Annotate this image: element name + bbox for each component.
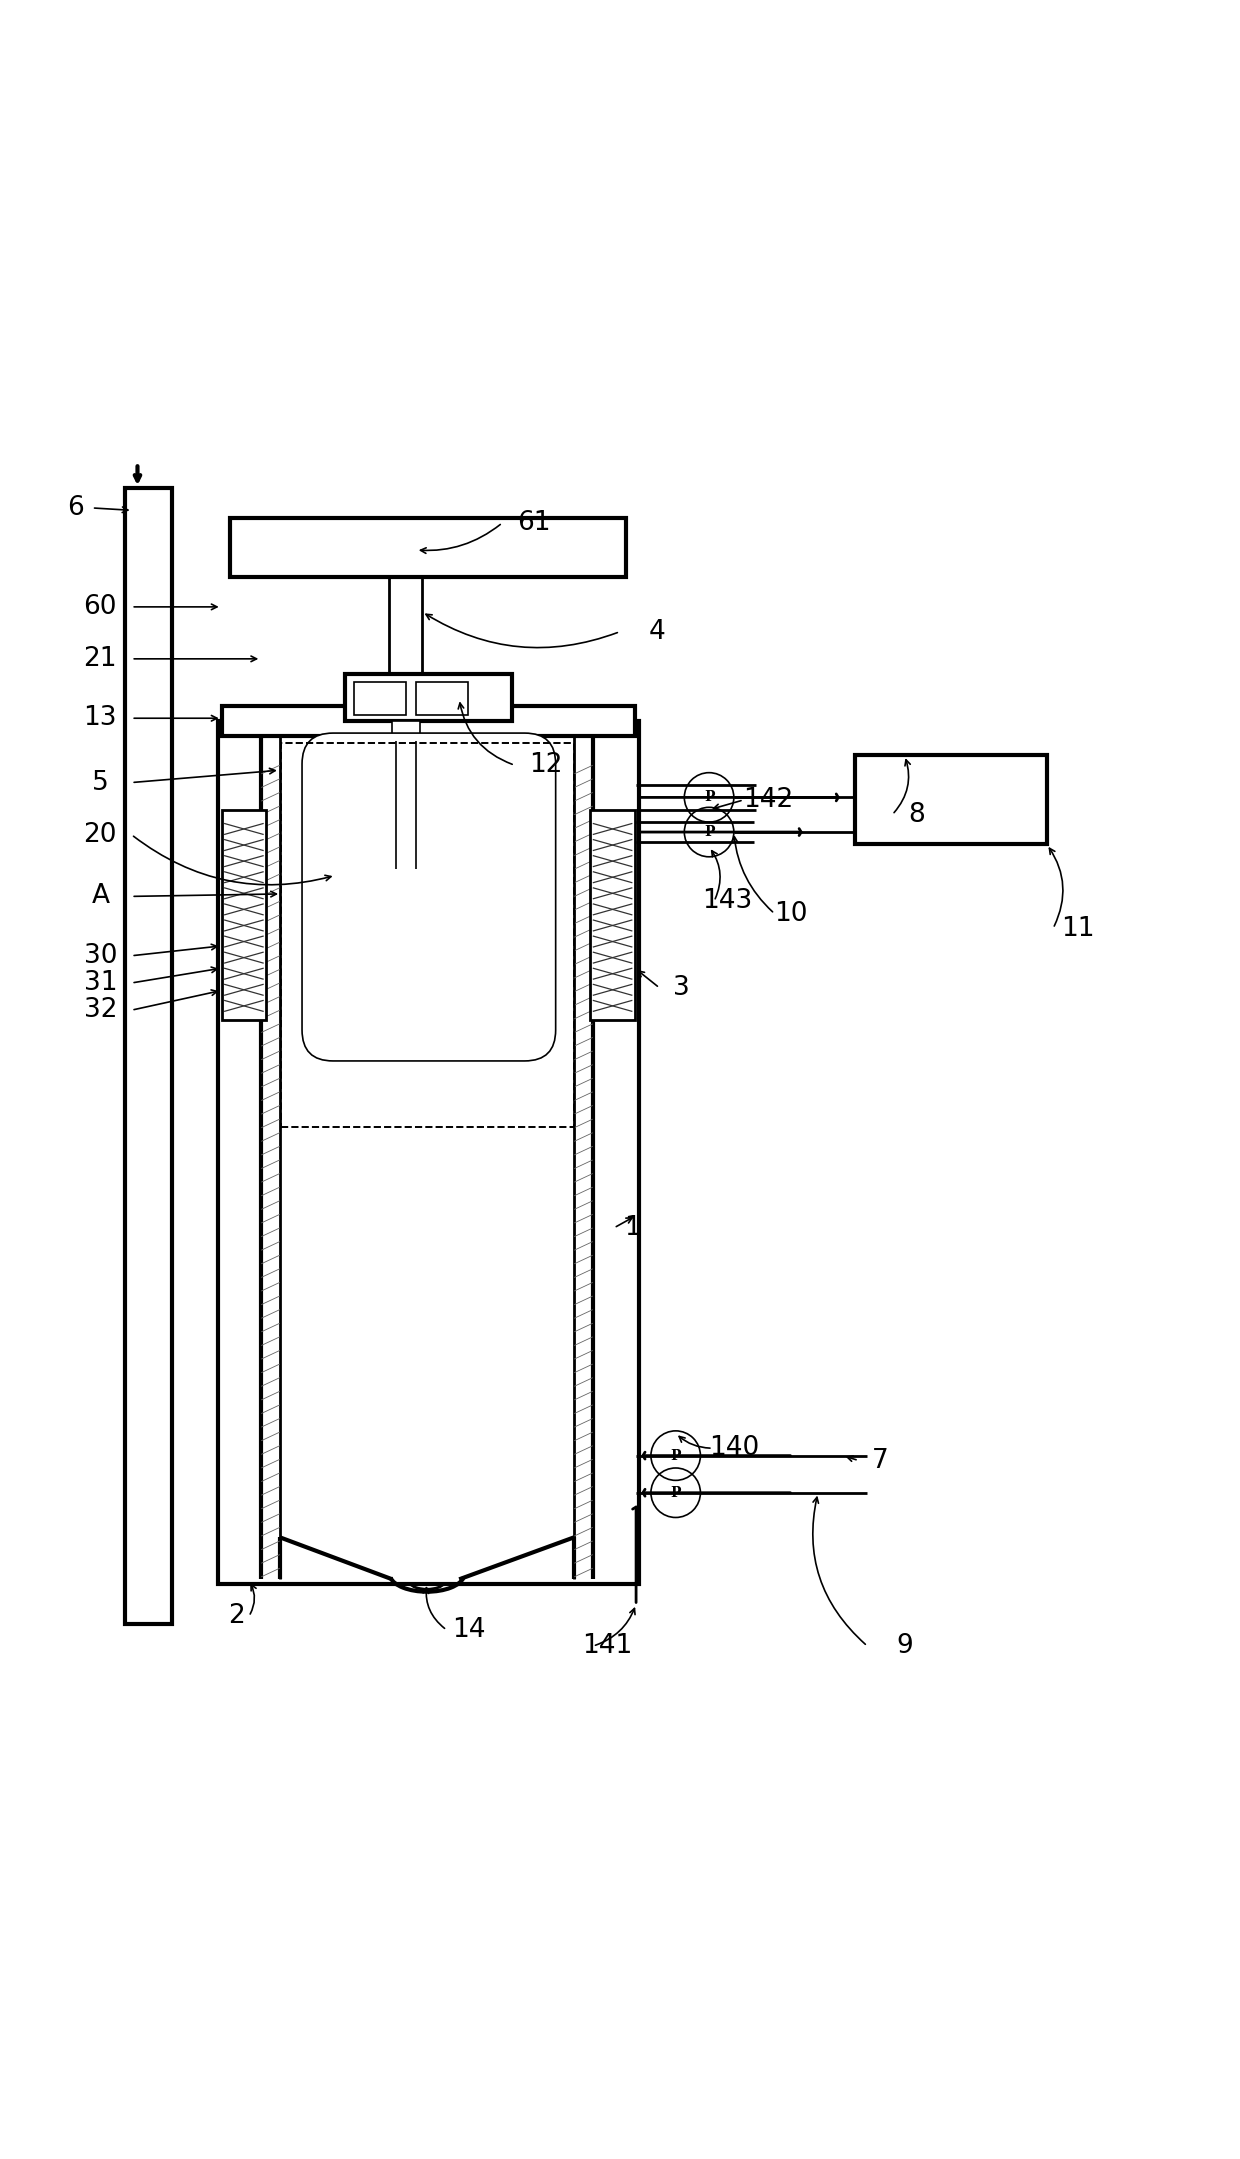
Bar <box>415 682 467 715</box>
Text: 6: 6 <box>67 494 84 520</box>
Text: 140: 140 <box>709 1436 759 1462</box>
Text: P: P <box>704 790 714 805</box>
Bar <box>590 810 635 1019</box>
Bar <box>392 721 419 741</box>
Text: P: P <box>704 825 714 840</box>
Text: 32: 32 <box>83 997 117 1023</box>
Bar <box>218 721 639 1585</box>
Text: P: P <box>671 1449 681 1462</box>
Text: 4: 4 <box>649 620 666 646</box>
Text: 31: 31 <box>83 969 117 995</box>
Bar <box>856 756 1047 844</box>
Text: 8: 8 <box>909 801 925 827</box>
Text: 141: 141 <box>583 1632 632 1658</box>
Text: 11: 11 <box>1061 915 1095 941</box>
FancyBboxPatch shape <box>303 734 556 1060</box>
Text: 21: 21 <box>83 646 117 671</box>
Bar <box>125 488 172 1624</box>
Bar <box>222 810 267 1019</box>
Bar <box>222 706 635 736</box>
Text: 20: 20 <box>83 823 117 848</box>
Text: 60: 60 <box>83 594 117 620</box>
Text: A: A <box>92 883 109 909</box>
Text: 1: 1 <box>624 1216 641 1241</box>
Text: P: P <box>671 1485 681 1501</box>
Text: 143: 143 <box>703 887 753 915</box>
Text: 14: 14 <box>453 1617 486 1643</box>
Text: 5: 5 <box>92 769 109 795</box>
Bar <box>231 518 626 576</box>
Text: 13: 13 <box>83 706 117 732</box>
Text: 7: 7 <box>872 1447 888 1475</box>
Text: 30: 30 <box>83 943 117 969</box>
Text: 2: 2 <box>228 1604 244 1630</box>
Text: 61: 61 <box>517 510 551 535</box>
Text: 3: 3 <box>673 976 691 1002</box>
Text: 9: 9 <box>897 1632 913 1658</box>
Text: 10: 10 <box>774 900 807 926</box>
Text: 142: 142 <box>743 786 794 814</box>
Bar <box>353 682 405 715</box>
Text: 12: 12 <box>529 751 563 777</box>
Bar <box>281 743 574 1127</box>
Bar <box>345 674 512 721</box>
